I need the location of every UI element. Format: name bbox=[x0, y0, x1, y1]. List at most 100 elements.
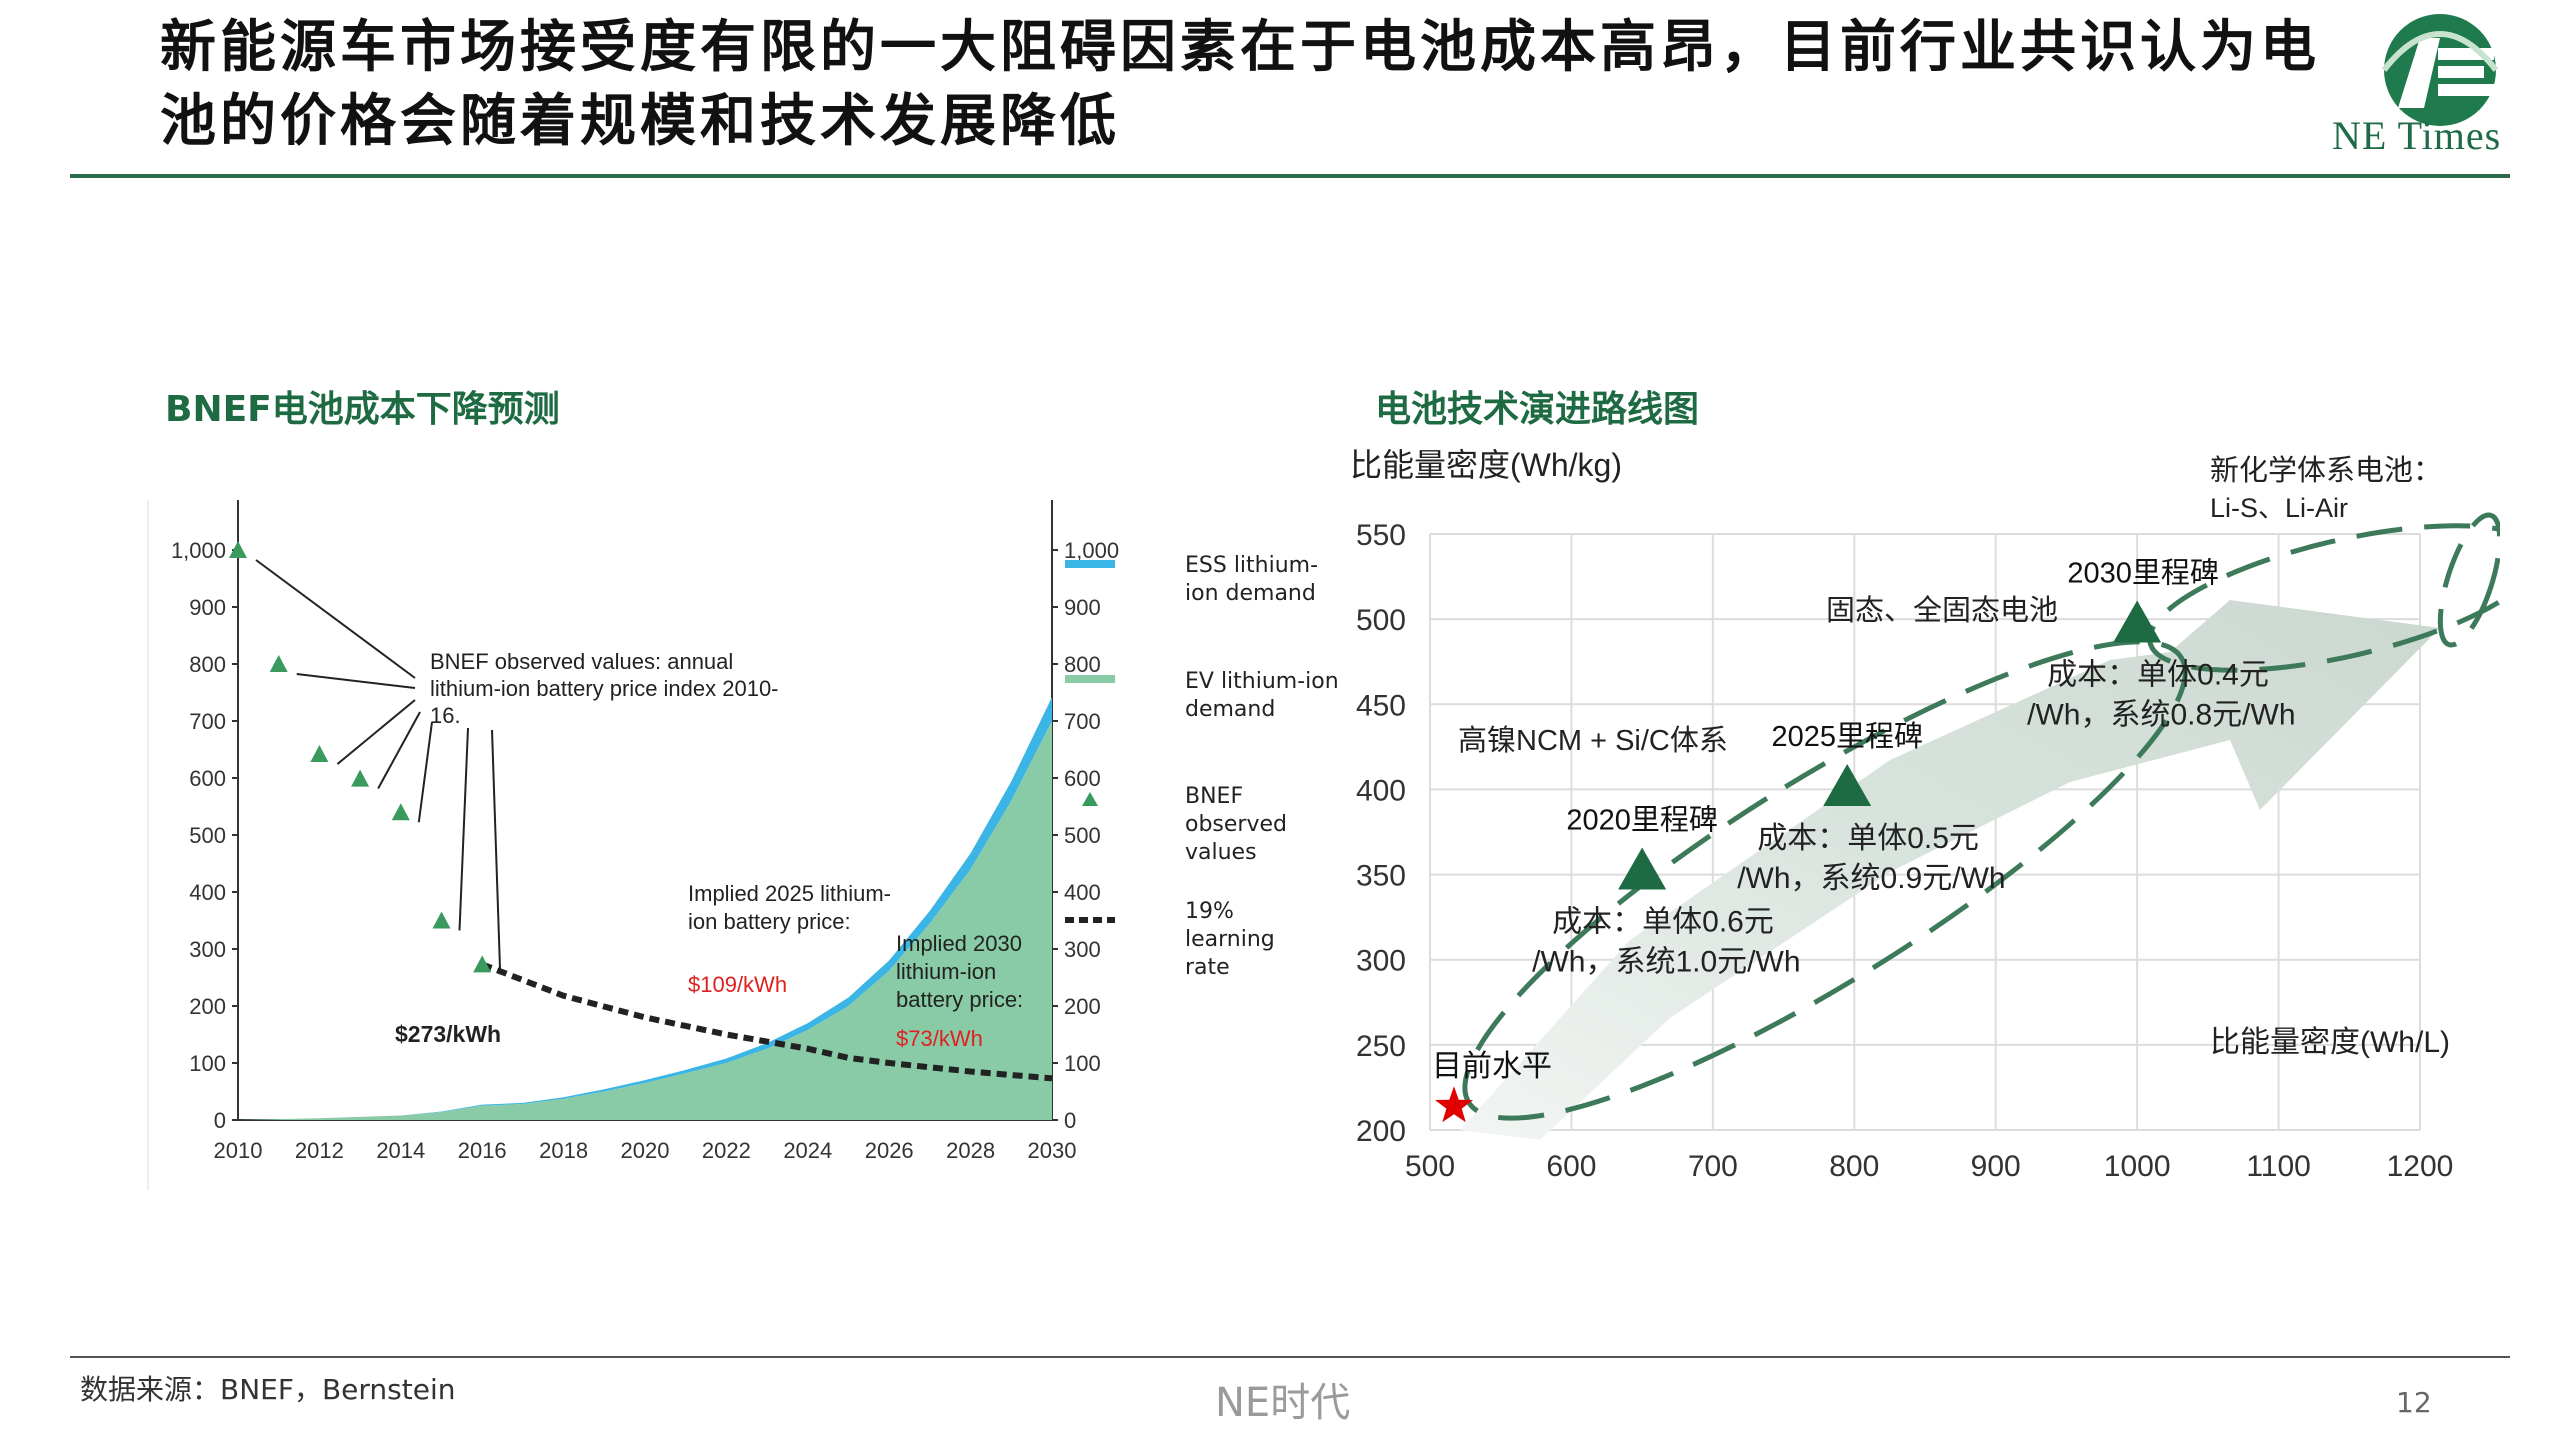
learning-rate-line bbox=[481, 961, 1053, 1082]
x-tick-label: 1200 bbox=[2387, 1150, 2454, 1183]
milestone-label: 2030里程碑 bbox=[2067, 557, 2219, 590]
footer-rule bbox=[70, 1356, 2510, 1358]
current-level-label: 目前水平 bbox=[1432, 1050, 1552, 1083]
footer-source: 数据来源：BNEF，Bernstein bbox=[80, 1373, 456, 1406]
right-section-title: 电池技术演进路线图 bbox=[1375, 389, 1700, 430]
implied-2030-label: Implied 2030 lithium-ion battery price: bbox=[896, 931, 1024, 1012]
x-tick-label: 500 bbox=[1405, 1150, 1455, 1183]
cost-line-2: /Wh，系统1.0元/Wh bbox=[1532, 945, 1800, 978]
y2-tick-label: 200 bbox=[1064, 994, 1101, 1019]
y-tick-label: 400 bbox=[189, 880, 226, 905]
y-tick-label: 200 bbox=[1356, 1115, 1406, 1148]
y-axis-label: 比能量密度(Wh/kg) bbox=[1350, 447, 1622, 483]
milestone-label: 2020里程碑 bbox=[1566, 803, 1718, 836]
y-tick-label: 600 bbox=[189, 766, 226, 791]
cost-line-1: 成本：单体0.5元 bbox=[1757, 822, 1979, 855]
y2-tick-label: 500 bbox=[1064, 823, 1101, 848]
bnef-observed-point bbox=[432, 911, 451, 929]
cost-line-2: /Wh，系统0.8元/Wh bbox=[2027, 699, 2295, 732]
y-tick-label: 0 bbox=[214, 1108, 226, 1133]
x-tick-label: 2014 bbox=[376, 1138, 425, 1163]
legend-learning-label: 19% learning rate bbox=[1185, 899, 1275, 980]
legend-bnef-label: BNEF observed values bbox=[1185, 784, 1287, 865]
y2-tick-label: 1,000 bbox=[1064, 538, 1119, 563]
y2-tick-label: 600 bbox=[1064, 766, 1101, 791]
x-tick-label: 2028 bbox=[946, 1138, 995, 1163]
y2-tick-label: 400 bbox=[1064, 880, 1101, 905]
callout-line bbox=[296, 673, 416, 689]
page-number: 12 bbox=[2396, 1386, 2432, 1419]
x-tick-label: 2016 bbox=[458, 1138, 507, 1163]
x-tick-label: 2024 bbox=[783, 1138, 832, 1163]
callout-line bbox=[417, 721, 433, 823]
y-tick-label: 400 bbox=[1356, 774, 1406, 807]
x-tick-label: 800 bbox=[1829, 1150, 1879, 1183]
y2-tick-label: 700 bbox=[1064, 709, 1101, 734]
y-tick-label: 350 bbox=[1356, 860, 1406, 893]
legend-ev-label: EV lithium-ion demand bbox=[1185, 669, 1339, 722]
x-tick-label: 2026 bbox=[865, 1138, 914, 1163]
bnef-observed-point bbox=[229, 541, 247, 558]
legend-ess-swatch bbox=[1065, 560, 1115, 568]
tech-new-examples: Li-S、Li-Air bbox=[2210, 493, 2348, 523]
bnef-observed-point bbox=[473, 955, 492, 973]
x-tick-label: 2010 bbox=[214, 1138, 263, 1163]
y2-tick-label: 100 bbox=[1064, 1051, 1101, 1076]
callout-line bbox=[336, 699, 416, 765]
current-level-star bbox=[1435, 1086, 1474, 1123]
x-tick-label: 2030 bbox=[1028, 1138, 1077, 1163]
y-tick-label: 300 bbox=[189, 937, 226, 962]
x-tick-label: 2020 bbox=[621, 1138, 670, 1163]
y-tick-label: 100 bbox=[189, 1051, 226, 1076]
cost-line-2: /Wh，系统0.9元/Wh bbox=[1737, 862, 2005, 895]
legend-triangle-swatch bbox=[1082, 792, 1098, 806]
x-tick-label: 1100 bbox=[2246, 1150, 2311, 1183]
y-tick-label: 900 bbox=[189, 595, 226, 620]
implied-2025-value: $109/kWh bbox=[688, 972, 787, 997]
tech-ncm-label: 高镍NCM + Si/C体系 bbox=[1458, 724, 1728, 757]
y-tick-label: 700 bbox=[189, 709, 226, 734]
tech-new-label: 新化学体系电池： bbox=[2210, 454, 2442, 487]
bnef-observed-point bbox=[310, 745, 329, 763]
legend-ev-swatch bbox=[1065, 675, 1115, 683]
footer-brand: NE时代 bbox=[1215, 1380, 1351, 1426]
y-tick-label: 500 bbox=[189, 823, 226, 848]
y2-tick-label: 300 bbox=[1064, 937, 1101, 962]
header-rule bbox=[70, 174, 2510, 178]
legend-ess-label: ESS lithium-ion demand bbox=[1185, 553, 1319, 606]
observed-annotation: BNEF observed values: annual lithium-ion… bbox=[430, 649, 779, 728]
x-tick-label: 900 bbox=[1971, 1150, 2021, 1183]
y2-tick-label: 900 bbox=[1064, 595, 1101, 620]
y-tick-label: 800 bbox=[189, 652, 226, 677]
y2-tick-label: 800 bbox=[1064, 652, 1101, 677]
y-tick-label: 250 bbox=[1356, 1030, 1406, 1063]
page-title: 新能源车市场接受度有限的一大阻碍因素在于电池成本高昂，目前行业共识认为电池的价格… bbox=[160, 14, 2320, 154]
milestone-point bbox=[2113, 600, 2162, 643]
price-2016-label: $273/kWh bbox=[395, 1021, 501, 1047]
x-tick-label: 700 bbox=[1688, 1150, 1738, 1183]
y-tick-label: 200 bbox=[189, 994, 226, 1019]
y-tick-label: 500 bbox=[1356, 604, 1406, 637]
battery-roadmap-chart: 200 250 300 350 400 450 500 550 500 600 700 800 900… bbox=[1350, 447, 2500, 1183]
y-tick-label: 550 bbox=[1356, 519, 1406, 552]
bnef-observed-point bbox=[351, 769, 370, 787]
milestone-point bbox=[1823, 764, 1872, 807]
x-tick-label: 2022 bbox=[702, 1138, 751, 1163]
logo-text: NE Times bbox=[2332, 113, 2502, 158]
cost-line-1: 成本：单体0.6元 bbox=[1552, 905, 1774, 938]
ne-times-logo-icon bbox=[2381, 14, 2499, 126]
bnef-cost-chart: 0 0 100 100 200 200 300 300 400 400 500 500 600 600 70… bbox=[147, 500, 1119, 1190]
roadmap-arrow bbox=[1460, 600, 2440, 1140]
x-tick-label: 600 bbox=[1546, 1150, 1596, 1183]
ev-demand-area bbox=[238, 721, 1052, 1120]
bnef-observed-point bbox=[269, 655, 288, 672]
milestone-label: 2025里程碑 bbox=[1771, 720, 1923, 753]
x-axis-label: 比能量密度(Wh/L) bbox=[2210, 1026, 2450, 1059]
left-section-title: BNEF电池成本下降预测 bbox=[165, 389, 560, 430]
new-chem-ellipse bbox=[2437, 512, 2500, 648]
milestone-point bbox=[1618, 847, 1667, 890]
y2-tick-label: 0 bbox=[1064, 1108, 1076, 1133]
y-tick-label: 300 bbox=[1356, 945, 1406, 978]
bnef-observed-point bbox=[391, 803, 410, 821]
tech-solid-label: 固态、全固态电池 bbox=[1826, 594, 2058, 627]
